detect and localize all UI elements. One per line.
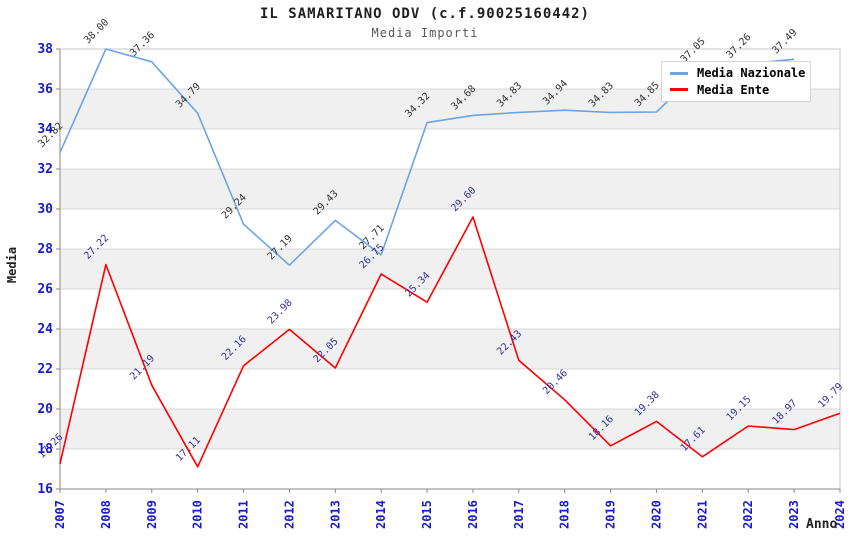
x-tick-label: 2013 <box>328 500 342 529</box>
legend-item-media-ente: Media Ente <box>670 83 802 97</box>
legend-line-marker-red <box>670 88 688 92</box>
y-tick-label: 34 <box>37 122 53 137</box>
x-tick-label: 2010 <box>191 500 205 529</box>
legend-item-media-nazionale: Media Nazionale <box>670 66 806 81</box>
point-label: 23.98 <box>266 297 295 326</box>
plot-bands <box>60 89 840 449</box>
y-tick-label: 26 <box>37 282 53 297</box>
x-tick-label: 2008 <box>99 500 113 529</box>
axis-tick-marks <box>56 48 841 493</box>
y-tick-label: 32 <box>37 162 53 177</box>
y-tick-label: 18 <box>37 442 53 457</box>
x-tick-label: 2015 <box>420 500 434 529</box>
plot-frame <box>59 48 841 490</box>
grid-band <box>60 249 840 289</box>
x-tick-label: 2022 <box>741 500 755 529</box>
y-tick-label: 22 <box>37 362 53 377</box>
legend-line-marker-blue <box>670 71 688 75</box>
x-tick-label: 2012 <box>282 500 296 529</box>
x-tick-label: 2009 <box>145 500 159 529</box>
x-tick-label: 2019 <box>604 500 618 529</box>
x-tick-label: 2011 <box>237 500 251 529</box>
grid-band <box>60 329 840 369</box>
y-tick-label: 16 <box>37 482 53 497</box>
x-tick-label: 2020 <box>649 500 663 529</box>
y-tick-label: 28 <box>37 242 53 257</box>
y-tick-label: 38 <box>37 42 53 57</box>
legend-label: Media Ente <box>697 82 770 97</box>
grid-band <box>60 409 840 449</box>
x-tick-label: 2007 <box>53 500 67 529</box>
x-tick-label: 2023 <box>787 500 801 529</box>
legend-label: Media Nazionale <box>697 66 806 81</box>
x-tick-label: 2024 <box>833 500 847 529</box>
x-axis-title: Anno <box>806 517 838 532</box>
grid-band <box>60 169 840 209</box>
y-tick-label: 30 <box>37 202 53 217</box>
chart-legend: Media Nazionale Media Ente <box>661 61 811 102</box>
point-label: 19.79 <box>816 381 845 410</box>
chart-subtitle: Media Importi <box>371 26 479 40</box>
x-tick-label: 2018 <box>558 500 572 529</box>
y-tick-label: 36 <box>37 82 53 97</box>
x-tick-label: 2021 <box>695 500 709 529</box>
y-tick-label: 24 <box>37 322 53 337</box>
x-tick-label: 2017 <box>512 500 526 529</box>
series-line-media-ente <box>59 216 841 468</box>
chart-title: IL SAMARITANO ODV (c.f.90025160442) <box>259 6 590 22</box>
y-tick-label: 20 <box>37 402 53 417</box>
y-axis-title: Media <box>5 246 19 284</box>
x-tick-label: 2016 <box>466 500 480 529</box>
x-tick-label: 2014 <box>374 500 388 529</box>
